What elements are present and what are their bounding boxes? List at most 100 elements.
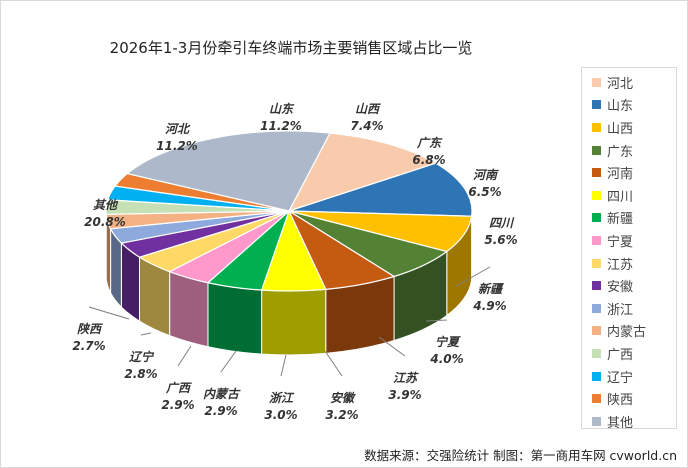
legend-label: 广西 (607, 347, 634, 363)
slice-label-value-河北: 11.2% (156, 139, 198, 153)
legend-item-浙江: 浙江 (582, 297, 676, 320)
slice-side-新疆 (207, 282, 263, 355)
leader-line-内蒙古 (220, 350, 237, 373)
legend-label: 辽宁 (607, 370, 634, 386)
slice-label-value-四川: 5.6% (484, 233, 517, 247)
chart-title: 2026年1-3月份牵引车终端市场主要销售区域占比一览 (109, 39, 473, 57)
legend-label: 宁夏 (607, 234, 634, 250)
legend-item-广西: 广西 (582, 342, 676, 365)
legend-swatch (592, 235, 601, 245)
legend-item-宁夏: 宁夏 (582, 229, 676, 252)
legend-swatch (592, 145, 601, 155)
legend-swatch (592, 190, 601, 200)
slice-label-value-安徽: 3.2% (325, 408, 358, 422)
leader-line-安徽 (324, 350, 343, 377)
slice-label-name-河北: 河北 (165, 122, 191, 136)
legend-label: 其他 (607, 415, 634, 431)
slice-label-name-广西: 广西 (165, 381, 192, 395)
slice-label-name-新疆: 新疆 (478, 282, 505, 296)
legend-swatch (592, 213, 601, 223)
legend-item-江苏: 江苏 (582, 252, 676, 275)
slice-label-name-陕西: 陕西 (77, 322, 103, 336)
legend-swatch (592, 168, 601, 178)
legend-swatch (592, 281, 601, 291)
slice-label-name-内蒙古: 内蒙古 (203, 387, 241, 401)
slice-label-name-山西: 山西 (355, 102, 381, 116)
slice-山东 (288, 162, 473, 217)
legend-swatch (592, 258, 601, 268)
leader-line-新疆 (455, 266, 491, 287)
slice-其他 (125, 130, 331, 212)
legend: 河北山东山西广东河南四川新疆宁夏江苏安徽浙江内蒙古广西辽宁陕西其他 (581, 67, 677, 431)
legend-label: 浙江 (607, 302, 634, 318)
slice-label-name-江苏: 江苏 (393, 371, 419, 385)
pie-tops (105, 130, 473, 292)
leader-line-陕西 (88, 306, 130, 320)
legend-label: 安徽 (607, 280, 634, 296)
legend-swatch (592, 371, 601, 381)
legend-swatch (592, 326, 601, 336)
legend-label: 河北 (607, 76, 634, 92)
slice-label-value-新疆: 4.9% (472, 299, 506, 313)
legend-item-新疆: 新疆 (582, 207, 676, 230)
slice-label-value-山东: 11.2% (260, 119, 302, 133)
legend-item-河北: 河北 (582, 71, 676, 94)
slice-河北 (287, 132, 438, 213)
legend-item-其他: 其他 (582, 410, 676, 433)
leader-line-江苏 (378, 336, 406, 357)
legend-swatch (592, 394, 601, 404)
slice-label-name-辽宁: 辽宁 (129, 350, 155, 364)
source-note: 数据来源：交强险统计 制图：第一商用车网 cvworld.cn (364, 448, 677, 463)
leader-line-宁夏 (425, 319, 448, 322)
slice-side-四川 (261, 288, 327, 356)
legend-swatch (592, 303, 601, 313)
slice-label-value-其他: 20.8% (84, 215, 126, 229)
legend-item-河南: 河南 (582, 161, 676, 184)
slice-label-value-浙江: 3.0% (264, 408, 297, 422)
leader-line-辽宁 (140, 332, 152, 336)
leader-line-浙江 (280, 354, 287, 377)
legend-label: 江苏 (607, 257, 634, 273)
slice-label-name-安徽: 安徽 (330, 391, 356, 405)
legend-label: 内蒙古 (607, 325, 647, 341)
legend-swatch (592, 348, 601, 358)
slice-label-value-河南: 6.5% (468, 185, 501, 199)
legend-swatch (592, 77, 601, 87)
leader-line-广西 (177, 345, 192, 367)
legend-label: 广东 (607, 144, 634, 160)
legend-item-广东: 广东 (582, 139, 676, 162)
slice-label-name-广东: 广东 (416, 136, 443, 150)
legend-swatch (592, 122, 601, 132)
pie-sides (105, 210, 473, 356)
legend-item-山东: 山东 (582, 94, 676, 117)
slice-label-value-广西: 2.9% (161, 398, 194, 412)
legend-item-安徽: 安徽 (582, 274, 676, 297)
slice-labels: 河北 11.2% 山东 11.2% 山西 7.4% 广东 6.8% 河南 6.5% 四川 5.6% 新疆… (72, 102, 517, 422)
legend-label: 陕西 (607, 393, 634, 409)
legend-label: 新疆 (607, 212, 634, 228)
legend-swatch (592, 416, 601, 426)
slice-label-value-宁夏: 4.0% (429, 352, 463, 366)
legend-swatch (592, 100, 601, 110)
slice-label-value-辽宁: 2.8% (124, 367, 157, 381)
slice-label-name-其他: 其他 (93, 198, 119, 212)
legend-label: 山西 (607, 121, 634, 137)
slice-label-value-广东: 6.8% (412, 153, 445, 167)
slice-side-宁夏 (169, 270, 209, 348)
slice-label-name-四川: 四川 (489, 216, 515, 230)
legend-item-辽宁: 辽宁 (582, 365, 676, 388)
legend-item-山西: 山西 (582, 116, 676, 139)
slice-label-value-内蒙古: 2.9% (204, 404, 237, 418)
slice-label-value-陕西: 2.7% (72, 339, 105, 353)
slice-label-value-山西: 7.4% (350, 119, 383, 133)
legend-label: 河南 (607, 167, 634, 183)
legend-label: 四川 (607, 189, 634, 205)
slice-label-value-江苏: 3.9% (388, 388, 421, 402)
slice-label-name-山东: 山东 (269, 102, 295, 116)
legend-item-四川: 四川 (582, 184, 676, 207)
legend-label: 山东 (607, 99, 634, 115)
slice-label-name-河南: 河南 (473, 168, 499, 182)
slice-label-name-浙江: 浙江 (269, 391, 295, 405)
